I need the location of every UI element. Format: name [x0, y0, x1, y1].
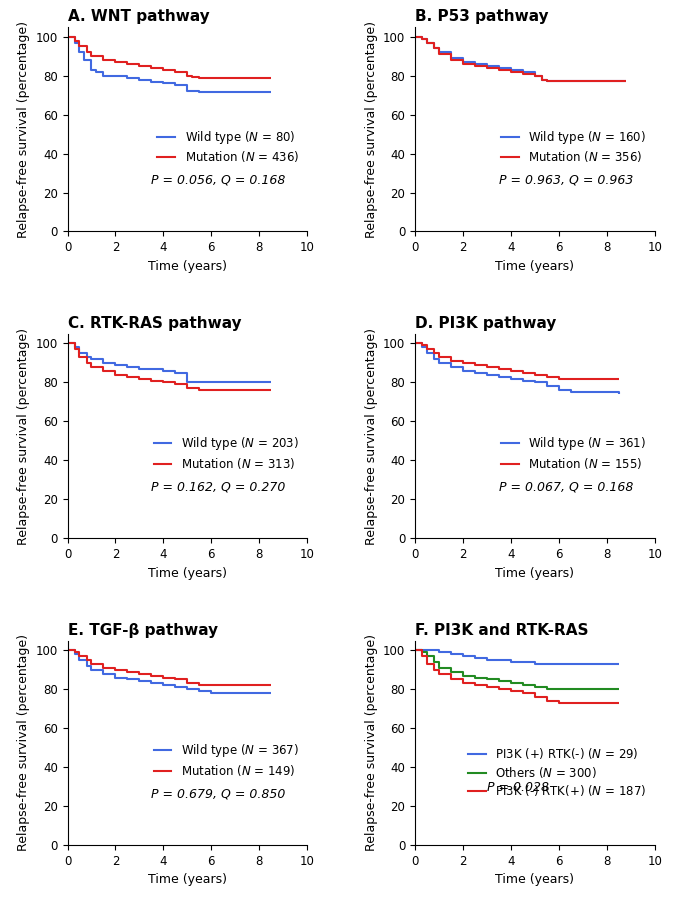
Y-axis label: Relapse-free survival (percentage): Relapse-free survival (percentage) — [364, 635, 377, 851]
Text: P = 0.162, Q = 0.270: P = 0.162, Q = 0.270 — [151, 481, 286, 494]
Text: F. PI3K and RTK-RAS: F. PI3K and RTK-RAS — [415, 623, 589, 638]
Text: E. TGF-β pathway: E. TGF-β pathway — [68, 623, 217, 638]
Text: P = 0.679, Q = 0.850: P = 0.679, Q = 0.850 — [151, 788, 286, 800]
Y-axis label: Relapse-free survival (percentage): Relapse-free survival (percentage) — [17, 635, 30, 851]
Y-axis label: Relapse-free survival (percentage): Relapse-free survival (percentage) — [17, 21, 30, 237]
X-axis label: Time (years): Time (years) — [495, 566, 574, 580]
Y-axis label: Relapse-free survival (percentage): Relapse-free survival (percentage) — [364, 21, 377, 237]
Legend: Wild type ($N$ = 160), Mutation ($N$ = 356): Wild type ($N$ = 160), Mutation ($N$ = 3… — [502, 129, 647, 165]
Text: P = 0.056, Q = 0.168: P = 0.056, Q = 0.168 — [151, 174, 286, 187]
Text: P = 0.028: P = 0.028 — [487, 781, 549, 795]
X-axis label: Time (years): Time (years) — [148, 260, 227, 272]
Y-axis label: Relapse-free survival (percentage): Relapse-free survival (percentage) — [17, 327, 30, 545]
X-axis label: Time (years): Time (years) — [148, 566, 227, 580]
Y-axis label: Relapse-free survival (percentage): Relapse-free survival (percentage) — [364, 327, 377, 545]
Text: A. WNT pathway: A. WNT pathway — [68, 9, 209, 24]
Legend: Wild type ($N$ = 203), Mutation ($N$ = 313): Wild type ($N$ = 203), Mutation ($N$ = 3… — [154, 435, 299, 471]
Text: P = 0.963, Q = 0.963: P = 0.963, Q = 0.963 — [499, 174, 633, 187]
Legend: Wild type ($N$ = 367), Mutation ($N$ = 149): Wild type ($N$ = 367), Mutation ($N$ = 1… — [154, 743, 299, 778]
X-axis label: Time (years): Time (years) — [495, 260, 574, 272]
X-axis label: Time (years): Time (years) — [148, 873, 227, 886]
Text: P = 0.067, Q = 0.168: P = 0.067, Q = 0.168 — [499, 481, 633, 494]
Text: B. P53 pathway: B. P53 pathway — [415, 9, 549, 24]
Legend: Wild type ($N$ = 361), Mutation ($N$ = 155): Wild type ($N$ = 361), Mutation ($N$ = 1… — [502, 435, 647, 471]
Text: D. PI3K pathway: D. PI3K pathway — [415, 316, 556, 331]
X-axis label: Time (years): Time (years) — [495, 873, 574, 886]
Text: C. RTK-RAS pathway: C. RTK-RAS pathway — [68, 316, 241, 331]
Legend: PI3K (+) RTK(-) ($N$ = 29), Others ($N$ = 300), PI3K (-) RTK(+) ($N$ = 187): PI3K (+) RTK(-) ($N$ = 29), Others ($N$ … — [468, 746, 647, 798]
Legend: Wild type ($N$ = 80), Mutation ($N$ = 436): Wild type ($N$ = 80), Mutation ($N$ = 43… — [157, 129, 299, 165]
